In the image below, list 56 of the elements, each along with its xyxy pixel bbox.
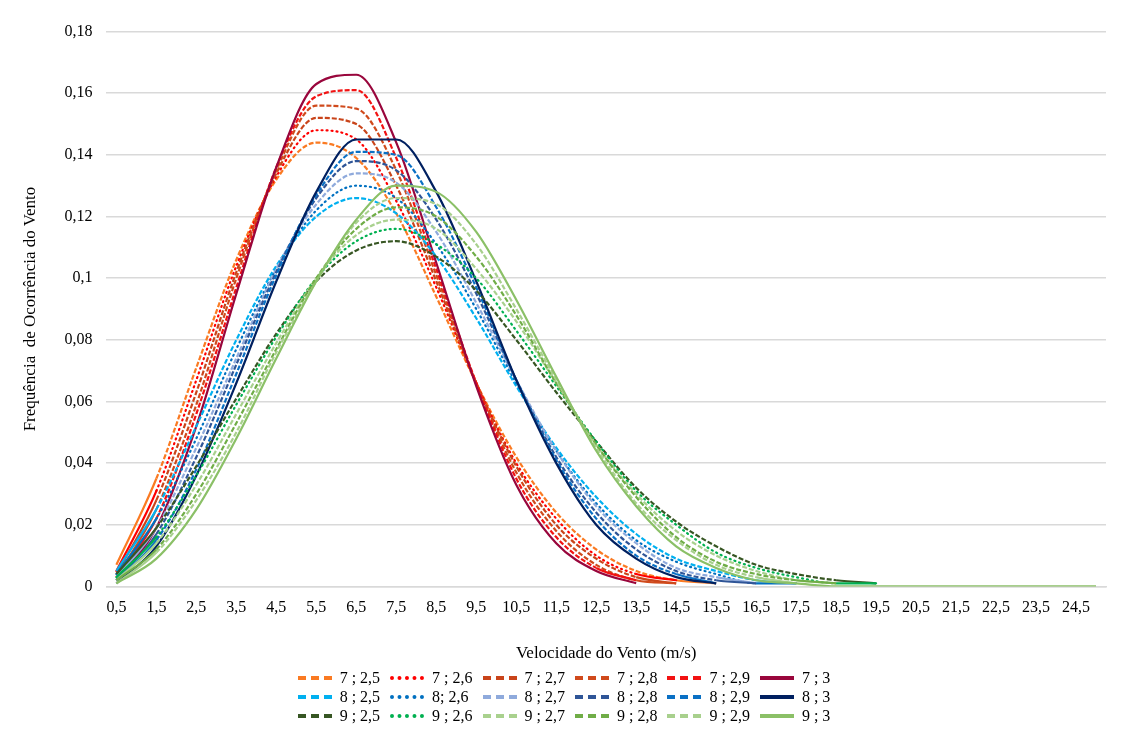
legend-label: 8 ; 2,7 [524,687,565,706]
x-tick-label: 9,5 [466,598,487,616]
legend-label: 9 ; 2,6 [432,706,473,725]
x-tick-label: 7,5 [386,598,407,616]
x-tick-label: 4,5 [266,598,287,616]
x-tick-label: 6,5 [346,598,367,616]
line-series [115,184,1098,587]
legend-label: 7 ; 2,7 [524,668,565,687]
x-tick-label: 11,5 [542,598,570,616]
x-tick-label: 22,5 [982,598,1011,616]
x-tick-label: 3,5 [226,598,247,616]
x-tick-label: 17,5 [782,598,811,616]
y-tick-label: 0,02 [64,514,93,532]
legend-label: 7 ; 2,9 [709,668,750,687]
x-axis-title: Velocidade do Vento (m/s) [515,643,697,663]
y-tick-label: 0 [84,576,93,594]
x-tick-label: 21,5 [942,598,971,616]
x-tick-label: 10,5 [502,598,531,616]
legend-label: 7 ; 2,8 [617,668,658,687]
legend-label: 8 ; 2,9 [709,687,750,706]
legend-label: 7 ; 3 [801,668,831,687]
legend-label: 7 ; 2,5 [339,668,381,687]
y-tick-label: 0,1 [72,268,93,286]
x-tick-label: 23,5 [1022,598,1051,616]
y-tick-label: 0,16 [64,83,93,101]
legend-label: 9 ; 2,5 [339,706,381,725]
y-tick-label: 0,14 [64,145,93,163]
x-tick-label: 18,5 [822,598,851,616]
y-axis-title: Frequência de Ocorrência do Vento [19,186,39,432]
legend-label: 9 ; 2,9 [709,706,750,725]
x-tick-label: 12,5 [582,598,611,616]
x-tick-label: 1,5 [146,598,167,616]
x-tick-label: 0,5 [106,598,127,616]
x-tick-label: 5,5 [306,598,327,616]
y-tick-label: 0,04 [64,453,93,471]
y-tick-label: 0,06 [64,391,93,409]
legend-label: 9 ; 3 [801,706,831,725]
legend-label: 8 ; 2,5 [339,687,381,706]
legend-label: 9 ; 2,7 [524,706,565,725]
x-tick-label: 15,5 [702,598,731,616]
legend-label: 7 ; 2,6 [432,668,473,687]
legend-label: 8 ; 3 [801,687,831,706]
legend-label: 9 ; 2,8 [617,706,658,725]
x-tick-label: 24,5 [1062,598,1091,616]
y-tick-label: 0,12 [64,206,93,224]
x-tick-label: 20,5 [902,598,931,616]
x-tick-label: 19,5 [862,598,891,616]
x-tick-label: 16,5 [742,598,771,616]
legend-label: 8; 2,6 [432,687,469,706]
x-tick-label: 2,5 [186,598,207,616]
y-tick-label: 0,18 [64,21,93,39]
x-tick-label: 14,5 [662,598,691,616]
x-tick-label: 8,5 [426,598,447,616]
y-tick-label: 0,08 [64,330,93,348]
x-tick-label: 13,5 [622,598,651,616]
legend-label: 8 ; 2,8 [617,687,658,706]
